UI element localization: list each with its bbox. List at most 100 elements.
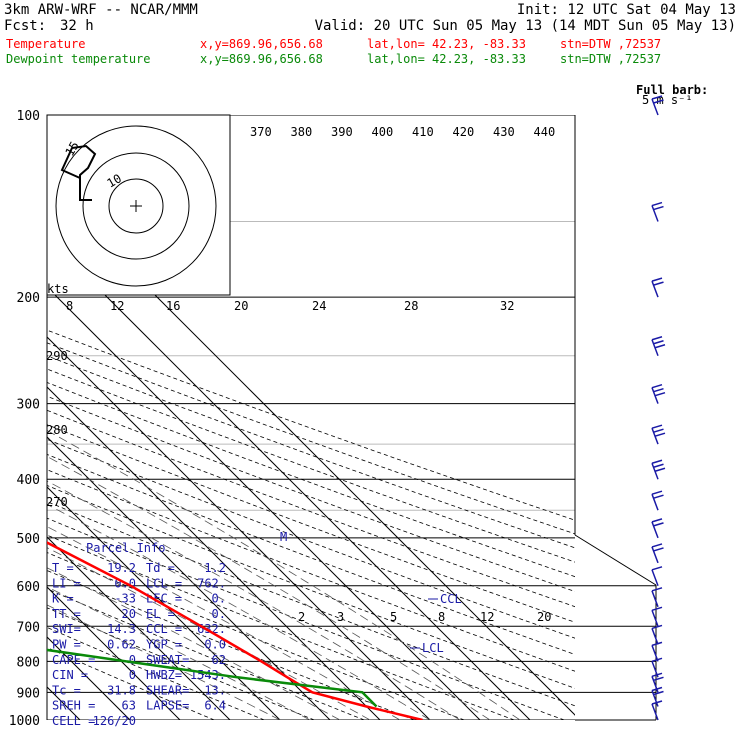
init-time: Init: 12 UTC Sat 04 May 13 — [517, 2, 736, 18]
parcel-cell: CCL = — [146, 622, 182, 636]
isotherm-10 — [47, 386, 381, 720]
parcel-cell: 62 — [212, 653, 226, 667]
isotherm--20 — [47, 536, 231, 720]
pressure-label-800: 800 — [17, 655, 40, 670]
background-grid — [47, 115, 575, 720]
wind-barb-flag — [651, 543, 663, 548]
dry-adiabat-410 — [47, 382, 575, 578]
parcel-cell: PW = — [52, 638, 81, 652]
wind-barb-100 — [651, 95, 664, 116]
wind-barb-200 — [651, 277, 664, 298]
wind-barb-staff — [651, 493, 659, 511]
barb-legend-title: Full barb: — [636, 83, 708, 97]
parcel-cell: 1.2 — [204, 561, 226, 575]
moist-adiabat-8 — [47, 547, 371, 720]
wind-barb-staff — [651, 628, 659, 645]
mixing-ratio-top-12: 12 — [110, 299, 124, 313]
wind-barb-staff — [651, 98, 659, 116]
parcel-cell: 762. — [197, 576, 226, 590]
moist-adiabat-26 — [47, 480, 461, 720]
pressure-label-400: 400 — [17, 473, 40, 488]
dry-adiabat-330 — [47, 501, 575, 707]
wind-barb-staff — [651, 690, 659, 707]
wind-barb-300 — [651, 383, 666, 404]
wind-barb-staff — [651, 645, 659, 662]
model-title: 3km ARW-WRF -- NCAR/MMM — [4, 2, 198, 18]
isotherm-0 — [47, 436, 331, 720]
mixing-ratio-bottom-2: 2 — [298, 610, 305, 624]
parcel-cell: Td = — [146, 561, 175, 575]
wind-barb-350 — [651, 424, 666, 445]
parcel-cell: Tc = — [52, 683, 81, 697]
parcel-cell: 0.0 — [204, 638, 226, 652]
wind-barb-flag — [651, 201, 663, 207]
parcel-cell: SREH = — [52, 699, 95, 713]
parcel-cell: -33 — [114, 592, 136, 606]
parcel-cell: CIN = — [52, 668, 88, 682]
wind-barb-staff — [651, 521, 659, 539]
parcel-cell: 0.62 — [107, 638, 136, 652]
parcel-cell: 20 — [122, 607, 136, 621]
sounding-traces — [47, 541, 423, 720]
mixing-ratio-bottom-3: 3 — [337, 610, 344, 624]
parcel-cell: TT = — [52, 607, 81, 621]
theta-label-400: 400 — [372, 125, 394, 139]
wind-barb-950 — [651, 686, 664, 707]
right-axis-slant — [574, 534, 657, 586]
parcel-cell: LI = — [52, 576, 81, 590]
wind-barb-flag — [653, 522, 664, 527]
wind-barb-flag — [653, 387, 664, 393]
wind-barb-flag — [651, 459, 663, 464]
wind-barb-flag — [651, 700, 663, 705]
parcel-cell: LAPSE= — [146, 699, 189, 713]
moist-adiabat-38 — [47, 430, 521, 720]
parcel-cell: 632. — [197, 622, 226, 636]
annotation-ccl: CCL — [440, 592, 462, 606]
wind-barb-1000 — [651, 700, 663, 721]
mixing-ratio-bottom-8: 8 — [438, 610, 445, 624]
wind-barb-500 — [651, 518, 664, 539]
wind-barb-flag — [651, 518, 663, 523]
parcel-cell: LFC = — [146, 592, 182, 606]
parcel-cell: 63 — [122, 699, 136, 713]
wind-barb-staff — [651, 569, 659, 587]
wind-barb-flag — [651, 424, 663, 429]
parcel-cell: 0 — [129, 653, 136, 667]
parcel-cell: 6.4 — [204, 699, 226, 713]
plot-frame — [46, 115, 657, 721]
dew-legend-stn: stn=DTW ,72537 — [560, 52, 661, 66]
wind-barb-flag — [654, 467, 666, 472]
wind-barb-staff — [651, 703, 659, 721]
parcel-cell: YGP = — [146, 638, 182, 652]
wind-barb-staff — [651, 590, 659, 608]
dry-adiabat-300 — [47, 552, 465, 720]
dew-legend-name: Dewpoint temperature — [6, 52, 151, 66]
dry-adiabat-280 — [47, 588, 365, 720]
dew-legend-xy: x,y=869.96,656.68 — [200, 52, 323, 66]
hodograph: 10 15 kts — [46, 114, 231, 296]
parcel-cell: 14.3 — [107, 622, 136, 636]
wind-barbs — [651, 95, 666, 721]
theta-left-label-290: 290 — [46, 349, 68, 363]
theta-label-430: 430 — [493, 125, 515, 139]
hodograph-trace — [60, 144, 97, 201]
wind-barb-flag — [653, 340, 664, 345]
theta-label-420: 420 — [453, 125, 475, 139]
moist-adiabat--10 — [47, 604, 281, 720]
parcel-cell: SWEAT= — [146, 653, 189, 667]
pressure-label-500: 500 — [17, 532, 40, 547]
wind-barb-flag — [654, 432, 666, 437]
annotation-m: M — [280, 530, 287, 544]
parcel-cell: 13. — [204, 683, 226, 697]
pressure-label-200: 200 — [17, 291, 40, 306]
mixing-ratio-top-8: 8 — [66, 299, 73, 313]
wind-barb-800 — [651, 641, 663, 662]
parcel-cell: 19.2 — [107, 561, 136, 575]
theta-label-390: 390 — [331, 125, 353, 139]
parcel-cell: 31.8 — [107, 683, 136, 697]
wind-barb-250 — [651, 336, 666, 357]
wind-barb-150 — [651, 201, 664, 222]
isotherm--30 — [47, 586, 181, 720]
wind-barb-flag — [653, 690, 664, 696]
